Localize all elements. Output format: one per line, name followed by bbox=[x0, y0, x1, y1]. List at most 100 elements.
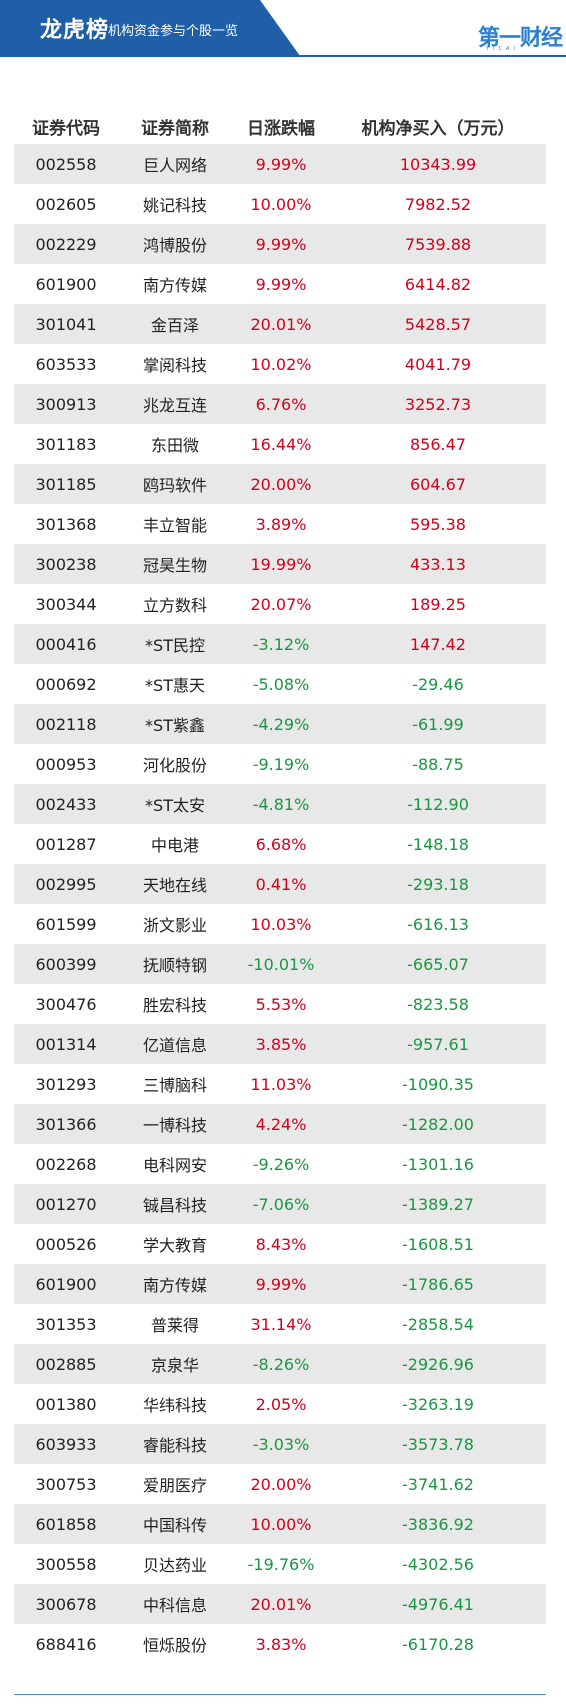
cell-change: 4.24% bbox=[255, 1114, 307, 1134]
cell-name: 天地在线 bbox=[142, 876, 207, 895]
cell-change: 8.43% bbox=[255, 1234, 307, 1254]
cell-change: 10.03% bbox=[250, 914, 312, 934]
cell-change: 9.99% bbox=[255, 1274, 307, 1294]
cell-name: 电科网安 bbox=[142, 1156, 207, 1175]
cell-code: 300558 bbox=[35, 1554, 97, 1574]
table-row: 001380 华纬科技 2.05% -3263.19 bbox=[14, 1384, 546, 1424]
cell-code: 000692 bbox=[35, 674, 97, 694]
cell-code: 601599 bbox=[35, 914, 97, 934]
table-row: 301353 普莱得 31.14% -2858.54 bbox=[14, 1304, 546, 1344]
cell-name: 学大教育 bbox=[142, 1236, 207, 1255]
table-row: 301368 丰立智能 3.89% 595.38 bbox=[14, 504, 546, 544]
table-row: 301183 东田微 16.44% 856.47 bbox=[14, 424, 546, 464]
cell-net-buy: -3573.78 bbox=[402, 1434, 474, 1454]
cell-name: 铖昌科技 bbox=[142, 1196, 207, 1215]
cell-change: -10.01% bbox=[247, 954, 315, 974]
cell-name: 鸿博股份 bbox=[142, 236, 207, 255]
cell-name: 抚顺特钢 bbox=[142, 956, 207, 975]
cell-name: 姚记科技 bbox=[142, 196, 207, 215]
table-row: 600399 抚顺特钢 -10.01% -665.07 bbox=[14, 944, 546, 984]
cell-name: *ST民控 bbox=[145, 636, 205, 655]
cell-net-buy: -61.99 bbox=[412, 714, 464, 734]
cell-net-buy: -1786.65 bbox=[402, 1274, 474, 1294]
cell-net-buy: 3252.73 bbox=[404, 394, 472, 414]
cell-code: 601900 bbox=[35, 1274, 97, 1294]
table-row: 300678 中科信息 20.01% -4976.41 bbox=[14, 1584, 546, 1624]
cell-code: 300753 bbox=[35, 1474, 97, 1494]
cell-change: 20.07% bbox=[250, 594, 312, 614]
cell-code: 002605 bbox=[35, 194, 97, 214]
cell-name: 中国科传 bbox=[142, 1516, 207, 1535]
cell-name: 三博脑科 bbox=[142, 1076, 207, 1095]
cell-name: 立方数科 bbox=[142, 596, 207, 615]
cell-net-buy: -6170.28 bbox=[402, 1634, 474, 1654]
cell-name: 京泉华 bbox=[150, 1356, 199, 1375]
cell-code: 301185 bbox=[35, 474, 97, 494]
cell-code: 300344 bbox=[35, 594, 97, 614]
cell-net-buy: 604.67 bbox=[410, 474, 466, 494]
cell-code: 688416 bbox=[35, 1634, 97, 1654]
table-row: 603533 掌阅科技 10.02% 4041.79 bbox=[14, 344, 546, 384]
cell-change: 2.05% bbox=[255, 1394, 307, 1414]
cell-code: 300476 bbox=[35, 994, 97, 1014]
cell-code: 000953 bbox=[35, 754, 97, 774]
cell-change: 20.00% bbox=[250, 474, 312, 494]
cell-net-buy: -1389.27 bbox=[402, 1194, 474, 1214]
cell-net-buy: 10343.99 bbox=[399, 154, 477, 174]
cell-name: 中电港 bbox=[150, 836, 199, 855]
table-row: 001314 亿道信息 3.85% -957.61 bbox=[14, 1024, 546, 1064]
table-row: 601599 浙文影业 10.03% -616.13 bbox=[14, 904, 546, 944]
table-header-row: 证券代码 证券简称 日涨跌幅 机构净买入（万元） bbox=[14, 108, 546, 144]
cell-net-buy: 7982.52 bbox=[404, 194, 472, 214]
table-row: 301293 三博脑科 11.03% -1090.35 bbox=[14, 1064, 546, 1104]
cell-change: -3.03% bbox=[252, 1434, 310, 1454]
cell-name: 兆龙互连 bbox=[142, 396, 207, 415]
cell-net-buy: -148.18 bbox=[407, 834, 469, 854]
logo-subtext: YICAI bbox=[486, 46, 519, 52]
column-header-net-buy: 机构净买入（万元） bbox=[361, 118, 515, 139]
table-row: 601900 南方传媒 9.99% -1786.65 bbox=[14, 1264, 546, 1304]
table-row: 300476 胜宏科技 5.53% -823.58 bbox=[14, 984, 546, 1024]
cell-change: 6.68% bbox=[255, 834, 307, 854]
table-row: 688416 恒烁股份 3.83% -6170.28 bbox=[14, 1624, 546, 1664]
cell-code: 002268 bbox=[35, 1154, 97, 1174]
cell-code: 000416 bbox=[35, 634, 97, 654]
column-header-name: 证券简称 bbox=[141, 118, 209, 139]
cell-code: 001287 bbox=[35, 834, 97, 854]
cell-net-buy: -957.61 bbox=[407, 1034, 469, 1054]
cell-net-buy: -29.46 bbox=[412, 674, 464, 694]
institution-trading-table: 证券代码 证券简称 日涨跌幅 机构净买入（万元） 002558 巨人网络 9.99%… bbox=[14, 108, 546, 1664]
cell-code: 300913 bbox=[35, 394, 97, 414]
cell-net-buy: -823.58 bbox=[407, 994, 469, 1014]
table-row: 002229 鸿博股份 9.99% 7539.88 bbox=[14, 224, 546, 264]
cell-net-buy: 189.25 bbox=[410, 594, 466, 614]
cell-change: 9.99% bbox=[255, 234, 307, 254]
table-row: 300558 贝达药业 -19.76% -4302.56 bbox=[14, 1544, 546, 1584]
page-title: 龙虎榜 bbox=[40, 18, 110, 43]
table-row: 000953 河化股份 -9.19% -88.75 bbox=[14, 744, 546, 784]
banner-background bbox=[0, 0, 300, 56]
table-row: 002118 *ST紫鑫 -4.29% -61.99 bbox=[14, 704, 546, 744]
table-row: 000526 学大教育 8.43% -1608.51 bbox=[14, 1224, 546, 1264]
table-row: 002558 巨人网络 9.99% 10343.99 bbox=[14, 144, 546, 184]
cell-change: 3.85% bbox=[255, 1034, 307, 1054]
cell-change: -7.06% bbox=[252, 1194, 310, 1214]
cell-change: 6.76% bbox=[255, 394, 307, 414]
cell-change: 20.01% bbox=[250, 1594, 312, 1614]
cell-change: -4.29% bbox=[252, 714, 310, 734]
logo-text: 第一财经 bbox=[478, 26, 563, 51]
cell-net-buy: -293.18 bbox=[407, 874, 469, 894]
cell-name: 冠昊生物 bbox=[142, 556, 207, 575]
table-row: 001287 中电港 6.68% -148.18 bbox=[14, 824, 546, 864]
cell-name: 鸥玛软件 bbox=[142, 476, 207, 495]
cell-code: 002433 bbox=[35, 794, 97, 814]
header-divider bbox=[0, 55, 566, 57]
cell-name: 河化股份 bbox=[142, 756, 207, 775]
cell-name: 掌阅科技 bbox=[142, 356, 207, 375]
cell-name: 南方传媒 bbox=[142, 1276, 207, 1295]
cell-change: 31.14% bbox=[250, 1314, 312, 1334]
cell-code: 301353 bbox=[35, 1314, 97, 1334]
table-row: 300753 爱朋医疗 20.00% -3741.62 bbox=[14, 1464, 546, 1504]
yicai-logo: 第一财经 bbox=[478, 20, 563, 52]
table-row: 000416 *ST民控 -3.12% 147.42 bbox=[14, 624, 546, 664]
